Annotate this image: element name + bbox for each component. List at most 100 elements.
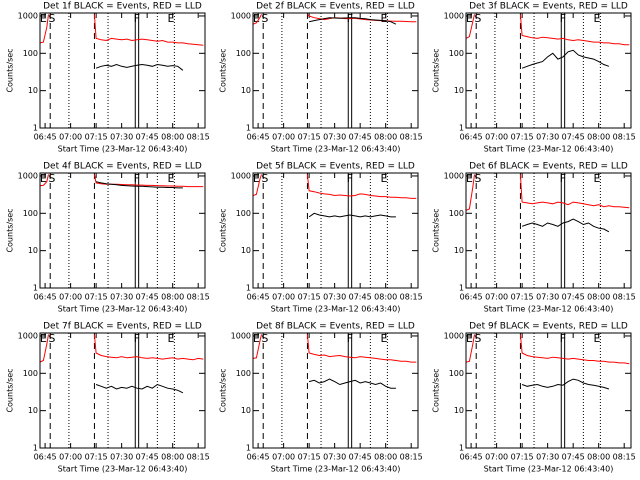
event-annotation: S [261, 12, 268, 25]
event-annotation: E [381, 332, 388, 345]
y-tick-label: 1 [459, 444, 464, 453]
x-tick-label: 08:00 [587, 453, 610, 462]
event-annotation: F [134, 332, 140, 345]
y-tick-label: 1000 [444, 11, 464, 20]
series-line [466, 174, 630, 211]
x-tick-label: 07:45 [349, 453, 372, 462]
event-annotation: S [48, 332, 55, 345]
x-tick-label: 06:45 [34, 293, 57, 302]
plot-frame [465, 332, 632, 449]
y-tick-label: 10 [454, 406, 464, 415]
panel: Det 5f BLACK = Events, RED = LLD Start Ti… [219, 162, 423, 314]
x-axis-label: Start Time (23-Mar-12 06:43:40) [484, 305, 614, 314]
x-tick-label: 07:30 [110, 133, 133, 142]
event-annotation: E [168, 12, 175, 25]
event-annotation: S [48, 12, 55, 25]
x-tick-label: 08:00 [587, 293, 610, 302]
y-tick-label: 1000 [231, 171, 251, 180]
x-tick-label: 07:00 [59, 133, 82, 142]
panel: Det 6f BLACK = Events, RED = LLD Start Ti… [432, 162, 636, 314]
x-tick-label: 08:00 [374, 453, 397, 462]
x-tick-label: 08:00 [587, 133, 610, 142]
plot-frame [39, 12, 206, 129]
y-tick-label: 100 [236, 209, 251, 218]
x-tick-label: 07:00 [59, 453, 82, 462]
x-tick-label: 06:45 [247, 293, 270, 302]
x-tick-label: 07:15 [85, 293, 108, 302]
x-tick-label: 07:15 [85, 133, 108, 142]
y-axis-label: Counts/sec [219, 208, 228, 252]
y-tick-label: 100 [449, 369, 464, 378]
x-axis-label: Start Time (23-Mar-12 06:43:40) [271, 465, 401, 474]
panel-title: Det 7f BLACK = Events, RED = LLD [43, 322, 202, 332]
x-tick-label: 06:45 [460, 133, 483, 142]
x-tick-label: 07:15 [298, 133, 321, 142]
plot-frame [252, 172, 419, 289]
series-line [253, 334, 417, 363]
y-axis-label: Counts/sec [219, 368, 228, 412]
event-annotation: E [466, 172, 473, 185]
series-line [308, 212, 396, 218]
x-axis-label: Start Time (23-Mar-12 06:43:40) [58, 465, 188, 474]
x-axis-label: Start Time (23-Mar-12 06:43:40) [58, 305, 188, 314]
x-axis-label: Start Time (23-Mar-12 06:43:40) [484, 145, 614, 154]
y-axis-label: Counts/sec [432, 208, 441, 252]
y-axis-label: Counts/sec [432, 48, 441, 92]
x-axis-label: Start Time (23-Mar-12 06:43:40) [271, 145, 401, 154]
series-line [308, 17, 397, 25]
y-axis-label: Counts/sec [6, 368, 15, 412]
x-tick-label: 07:45 [562, 133, 585, 142]
x-tick-label: 06:45 [460, 453, 483, 462]
x-tick-label: 07:30 [323, 293, 346, 302]
plot-frame [465, 172, 632, 289]
event-annotation: F [134, 12, 140, 25]
series-line [95, 63, 184, 71]
panel-title: Det 4f BLACK = Events, RED = LLD [43, 162, 202, 172]
y-axis-label: Counts/sec [6, 48, 15, 92]
y-tick-label: 1 [33, 444, 38, 453]
y-tick-label: 100 [23, 209, 38, 218]
y-tick-label: 100 [236, 369, 251, 378]
series-line [466, 14, 630, 46]
y-tick-label: 10 [241, 246, 251, 255]
x-tick-label: 07:45 [562, 453, 585, 462]
event-annotation: F [134, 172, 140, 185]
event-annotation: E [466, 12, 473, 25]
panel: Det 4f BLACK = Events, RED = LLD Start Ti… [6, 162, 210, 314]
plot-frame [252, 332, 419, 449]
x-tick-label: 07:45 [136, 133, 159, 142]
x-tick-label: 07:00 [59, 293, 82, 302]
event-annotation: E [466, 332, 473, 345]
x-tick-label: 07:45 [562, 293, 585, 302]
x-tick-label: 07:00 [485, 293, 508, 302]
x-tick-label: 08:00 [161, 453, 184, 462]
x-tick-label: 07:45 [136, 453, 159, 462]
y-tick-label: 1000 [18, 11, 38, 20]
plot-frame [39, 332, 206, 449]
series-line [95, 181, 183, 189]
x-tick-label: 07:00 [485, 453, 508, 462]
plot-frame [465, 12, 632, 129]
x-tick-label: 07:30 [536, 293, 559, 302]
x-tick-label: 07:00 [485, 133, 508, 142]
panel-title: Det 1f BLACK = Events, RED = LLD [43, 2, 202, 12]
y-tick-label: 100 [236, 49, 251, 58]
x-tick-label: 07:15 [511, 453, 534, 462]
y-tick-label: 1 [459, 284, 464, 293]
y-tick-label: 1000 [231, 331, 251, 340]
x-tick-label: 07:30 [110, 293, 133, 302]
x-tick-label: 06:45 [247, 133, 270, 142]
plot-frame [39, 172, 206, 289]
x-tick-label: 07:15 [511, 133, 534, 142]
x-tick-label: 07:45 [349, 133, 372, 142]
x-tick-label: 06:45 [34, 453, 57, 462]
x-tick-label: 08:15 [187, 133, 210, 142]
event-annotation: F [560, 172, 566, 185]
event-annotation: F [347, 332, 353, 345]
x-tick-label: 07:00 [272, 133, 295, 142]
event-annotation: S [48, 172, 55, 185]
y-axis-label: Counts/sec [6, 208, 15, 252]
y-tick-label: 10 [28, 86, 38, 95]
x-tick-label: 08:15 [187, 453, 210, 462]
